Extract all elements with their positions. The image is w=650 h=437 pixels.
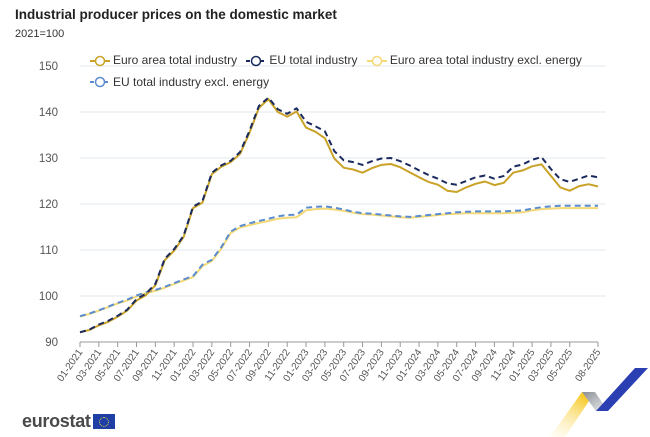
legend-marker-icon	[90, 76, 110, 88]
y-tick-label: 130	[39, 153, 58, 165]
legend-label: EU total industry excl. energy	[113, 74, 270, 89]
legend-marker-icon	[246, 55, 267, 66]
legend-label: Euro area total industry	[113, 53, 238, 67]
series-line-euro-area-total-industry	[79, 98, 599, 334]
series-line-eu-total-industry	[79, 96, 599, 334]
y-tick-label: 90	[45, 337, 58, 349]
chart-subtitle: 2021=100	[15, 28, 65, 40]
eu-flag-icon	[92, 414, 115, 429]
eurostat-ribbon-logo-icon	[550, 368, 648, 437]
y-tick-label: 140	[39, 107, 58, 119]
eurostat-logo: eurostat	[22, 411, 115, 432]
legend-item-eu-excl-energy[interactable]: EU total industry excl. energy	[90, 73, 269, 92]
legend-marker-icon	[366, 55, 387, 66]
legend-item-euro-area-excl-energy[interactable]: Euro area total industry excl. energy	[366, 51, 582, 70]
legend-marker-icon	[90, 55, 110, 66]
y-tick-label: 110	[40, 245, 58, 257]
y-tick-label: 150	[39, 61, 58, 73]
series-line-euro-area-total-industry-excl-energy	[79, 207, 598, 318]
y-tick-label: 100	[39, 291, 58, 303]
legend-label: EU total industry	[269, 53, 358, 67]
legend-item-eu-total[interactable]: EU total industry	[246, 51, 357, 70]
series-line-eu-total-industry-excl-energy	[79, 204, 598, 318]
y-tick-label: 120	[39, 199, 58, 211]
chart-legend: Euro area total industry EU total indust…	[90, 51, 610, 94]
chart-title: Industrial producer prices on the domest…	[15, 7, 337, 22]
legend-item-euro-area-total[interactable]: Euro area total industry	[90, 51, 237, 70]
legend-label: Euro area total industry excl. energy	[389, 53, 582, 67]
eurostat-wordmark: eurostat	[22, 411, 91, 431]
